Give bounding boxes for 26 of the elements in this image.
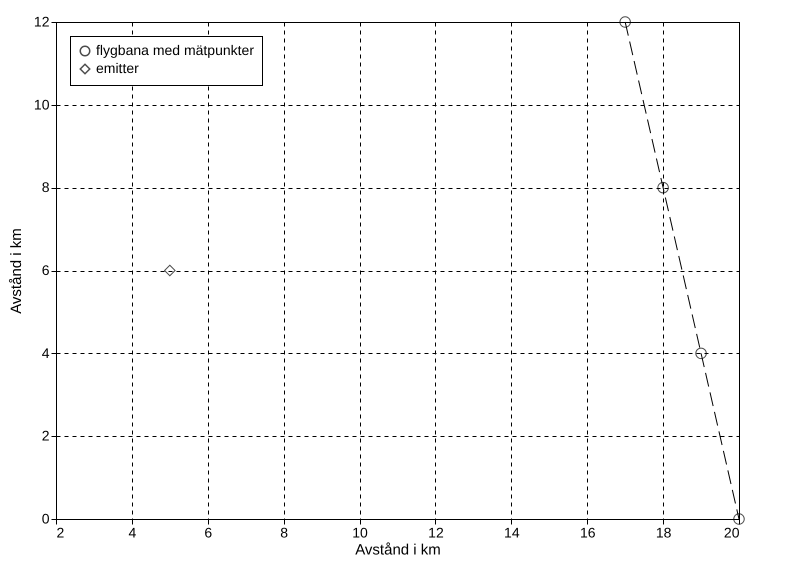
y-tick-label: 0 (42, 510, 50, 526)
x-axis-title: Avstånd i km (355, 542, 441, 558)
legend-label: emitter (96, 60, 140, 76)
point (164, 264, 176, 276)
y-tick-label: 10 (34, 96, 50, 112)
point (657, 182, 669, 194)
x-tick-label: 2 (56, 524, 64, 540)
y-tick-label: 4 (42, 344, 50, 361)
y-tick-label: 12 (34, 14, 50, 30)
y-tick-label: 8 (42, 179, 50, 196)
x-tick-label: 14 (504, 524, 520, 540)
point (733, 513, 745, 525)
x-tick-label: 20 (724, 524, 740, 540)
point (619, 16, 631, 28)
x-tick-label: 10 (352, 524, 368, 540)
y-tick-label: 2 (42, 428, 50, 444)
x-tick-label: 4 (128, 524, 136, 540)
point (695, 348, 707, 360)
x-tick-label: 12 (428, 524, 444, 540)
x-tick-label: 6 (204, 524, 212, 540)
x-tick-label: 18 (656, 524, 672, 540)
x-tick-label: 16 (580, 524, 596, 540)
x-tick-label: 8 (280, 524, 288, 540)
y-axis-title: Avstånd i km (8, 228, 25, 314)
legend-label: flygbana med mätpunkter (96, 42, 254, 58)
y-tick-label: 6 (42, 262, 50, 278)
